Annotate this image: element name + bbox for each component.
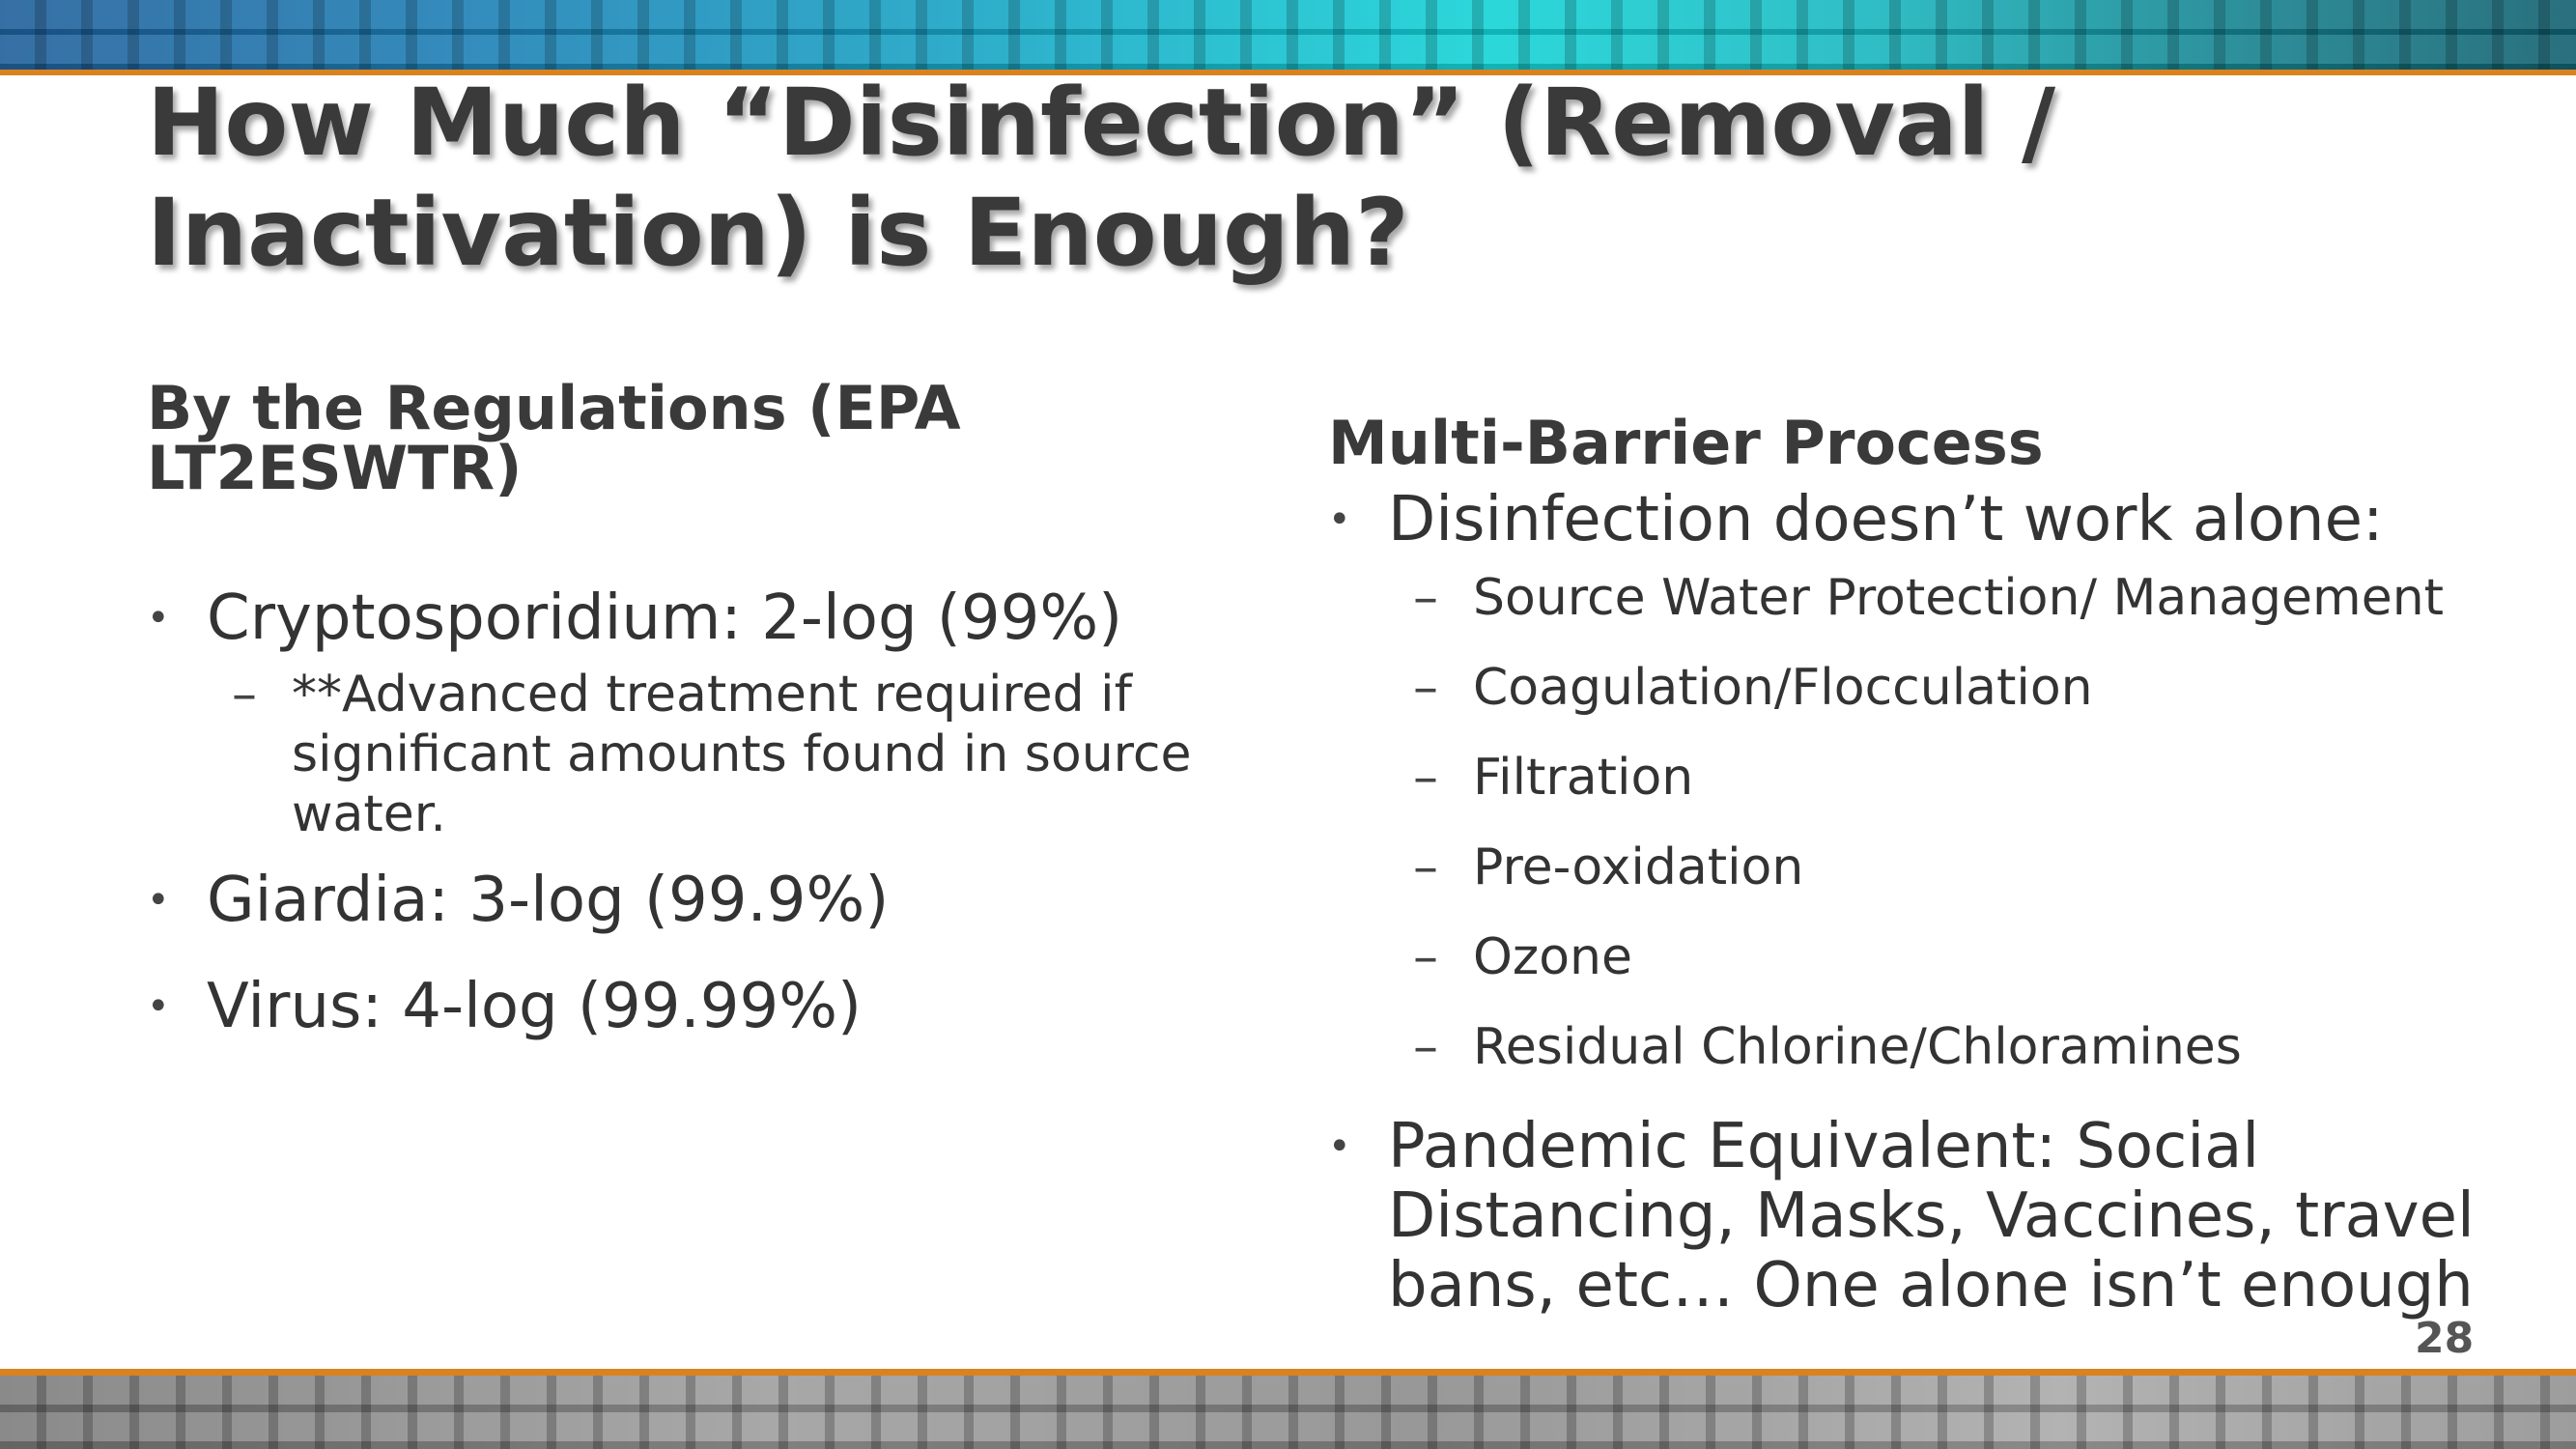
right-heading: Multi-Barrier Process — [1328, 408, 2044, 478]
header-decorative-band — [0, 0, 2576, 70]
header-accent-rule — [0, 70, 2576, 75]
list-item: Disinfection doesn’t work alone: Source … — [1328, 485, 2535, 1077]
left-column: By the Regulations (EPA LT2ESWTR) Crypto… — [147, 373, 1306, 1042]
left-bullet-list: Cryptosporidium: 2-log (99%) **Advanced … — [147, 583, 1306, 1041]
sub-item: Coagulation/Flocculation — [1413, 658, 2535, 718]
list-item: Giardia: 3-log (99.9%) — [147, 866, 1306, 935]
bullet-text: Disinfection doesn’t work alone: — [1388, 484, 2384, 555]
list-item: Virus: 4-log (99.99%) — [147, 972, 1306, 1041]
sub-item: Filtration — [1413, 748, 2535, 808]
sub-item: Residual Chlorine/Chloramines — [1413, 1017, 2535, 1077]
footer-decorative-band — [0, 1376, 2576, 1449]
right-bullet-list: Disinfection doesn’t work alone: Source … — [1328, 485, 2535, 1321]
left-heading: By the Regulations (EPA LT2ESWTR) — [147, 373, 961, 503]
footer-accent-rule — [0, 1369, 2576, 1376]
sub-list: **Advanced treatment required if signifi… — [147, 665, 1246, 844]
slide-title: How Much “Disinfection” (Removal / Inact… — [147, 69, 2056, 287]
right-column: Multi-Barrier Process Disinfection doesn… — [1328, 413, 2535, 1321]
sub-item: Ozone — [1413, 927, 2535, 987]
slide-number: 28 — [2415, 1314, 2475, 1363]
bullet-text: Cryptosporidium: 2-log (99%) — [207, 582, 1123, 654]
sub-list: Source Water Protection/ Management Coag… — [1328, 568, 2535, 1077]
sub-item: Pre-oxidation — [1413, 838, 2535, 897]
list-item: Pandemic Equivalent: Social Distancing, … — [1328, 1112, 2499, 1321]
list-item: Cryptosporidium: 2-log (99%) **Advanced … — [147, 583, 1306, 844]
sub-item: **Advanced treatment required if signifi… — [232, 665, 1246, 844]
sub-item: Source Water Protection/ Management — [1413, 568, 2535, 628]
